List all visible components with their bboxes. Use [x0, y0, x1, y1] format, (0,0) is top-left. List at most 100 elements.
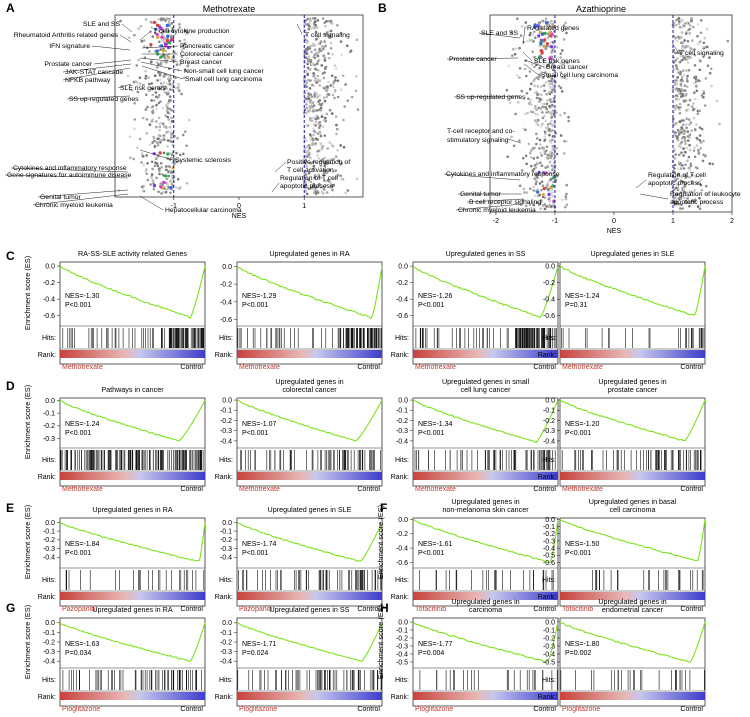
- y-tick-label: -0.3: [396, 428, 408, 435]
- scatter-point: [534, 105, 537, 108]
- scatter-point: [329, 19, 333, 23]
- scatter-point: [530, 103, 533, 106]
- scatter-point: [545, 145, 549, 148]
- scatter-point: [155, 125, 158, 129]
- scatter-point: [551, 148, 554, 151]
- y-tick-label: -0.3: [43, 649, 55, 656]
- scatter-point: [674, 179, 677, 182]
- annotation-label: Positive regulation of: [287, 159, 350, 166]
- scatter-point: [314, 30, 318, 34]
- scatter-point: [327, 81, 331, 84]
- scatter-point: [690, 180, 694, 183]
- scatter-point: [560, 90, 564, 93]
- scatter-point: [525, 191, 529, 194]
- highlight-point: [536, 190, 540, 194]
- x-tick-label: 0: [237, 203, 241, 210]
- scatter-point: [313, 159, 316, 163]
- highlight-point: [165, 39, 169, 43]
- scatter-point: [319, 124, 322, 127]
- y-tick-label: 0.0: [222, 264, 232, 271]
- scatter-point: [673, 157, 677, 160]
- scatter-point: [310, 62, 314, 66]
- scatter-point: [693, 200, 696, 203]
- annotation-label: Breast cancer: [546, 64, 589, 71]
- gsea-title: Upregulated genes in basal: [589, 497, 677, 506]
- scatter-point: [522, 187, 526, 191]
- y-tick-label: -0.2: [43, 639, 55, 646]
- scatter-point: [334, 67, 338, 70]
- scatter-point: [540, 125, 543, 128]
- scatter-point: [137, 27, 140, 31]
- scatter-point: [344, 191, 348, 195]
- scatter-point: [175, 63, 179, 66]
- scatter-point: [678, 102, 682, 106]
- scatter-point: [307, 55, 311, 58]
- scatter-point: [323, 57, 327, 60]
- scatter-point: [162, 81, 166, 85]
- scatter-point: [693, 76, 696, 79]
- scatter-point: [689, 201, 692, 205]
- scatter-point: [314, 120, 318, 124]
- scatter-point: [312, 133, 315, 137]
- scatter-point: [138, 76, 142, 79]
- scatter-point: [308, 68, 312, 71]
- control-label: Control: [533, 606, 556, 613]
- scatter-point: [551, 88, 554, 92]
- scatter-point: [159, 182, 163, 185]
- gsea-frame: [236, 617, 383, 707]
- scatter-point: [710, 84, 713, 88]
- scatter-points: [117, 17, 360, 196]
- p-value: P<0.001: [418, 302, 444, 309]
- scatter-point: [313, 79, 317, 82]
- scatter-point: [178, 59, 182, 63]
- scatter-point: [137, 58, 141, 62]
- scatter-point: [308, 109, 312, 112]
- scatter-point: [323, 171, 326, 174]
- annotation-label: Chronic myeloid leukemia: [458, 207, 536, 214]
- scatter-point: [555, 146, 559, 150]
- scatter-point: [532, 185, 536, 189]
- scatter-point: [702, 89, 705, 93]
- highlight-point: [156, 35, 160, 40]
- scatter-point: [162, 151, 166, 155]
- y-tick-label: -0.4: [43, 297, 55, 304]
- scatter-point: [506, 155, 510, 158]
- scatter-point: [528, 187, 532, 190]
- x-tick-label: -1: [171, 203, 177, 210]
- scatter-point: [526, 111, 529, 115]
- scatter-point: [559, 86, 563, 90]
- scatter-point: [312, 25, 316, 29]
- scatter-point: [163, 37, 167, 40]
- annotation-label: Pancreatic cancer: [180, 43, 235, 50]
- scatter-point: [159, 100, 162, 103]
- es-curve: [59, 265, 206, 319]
- scatter-point: [316, 154, 320, 157]
- scatter-point: [524, 21, 528, 24]
- annotation-label: SLE and SS: [83, 21, 120, 28]
- drug-label: Pioglitazone: [562, 706, 600, 713]
- scatter-point: [155, 107, 158, 111]
- y-tick-label: -0.4: [543, 545, 555, 552]
- highlight-point: [543, 38, 547, 42]
- scatter-point: [322, 54, 326, 57]
- y-tick-label: -0.2: [396, 280, 408, 287]
- scatter-point: [673, 163, 677, 167]
- scatter-point: [128, 135, 132, 138]
- scatter-point: [540, 188, 543, 192]
- scatter-point: [150, 173, 154, 176]
- scatter-point: [169, 29, 173, 33]
- scatter-point: [684, 176, 688, 179]
- highlight-point: [552, 176, 556, 180]
- scatter-point: [151, 179, 155, 182]
- highlight-point: [540, 32, 545, 36]
- hits-label: Hits:: [542, 577, 556, 584]
- scatter-point: [547, 110, 550, 114]
- scatter-point: [680, 137, 684, 141]
- scatter-point: [694, 175, 698, 178]
- scatter-point: [331, 162, 334, 166]
- gsea-title: endometrial cancer: [602, 605, 664, 614]
- control-label: Control: [533, 486, 556, 493]
- gsea-title: Upregulated genes in small: [442, 377, 530, 386]
- annotation-leader: [671, 42, 678, 51]
